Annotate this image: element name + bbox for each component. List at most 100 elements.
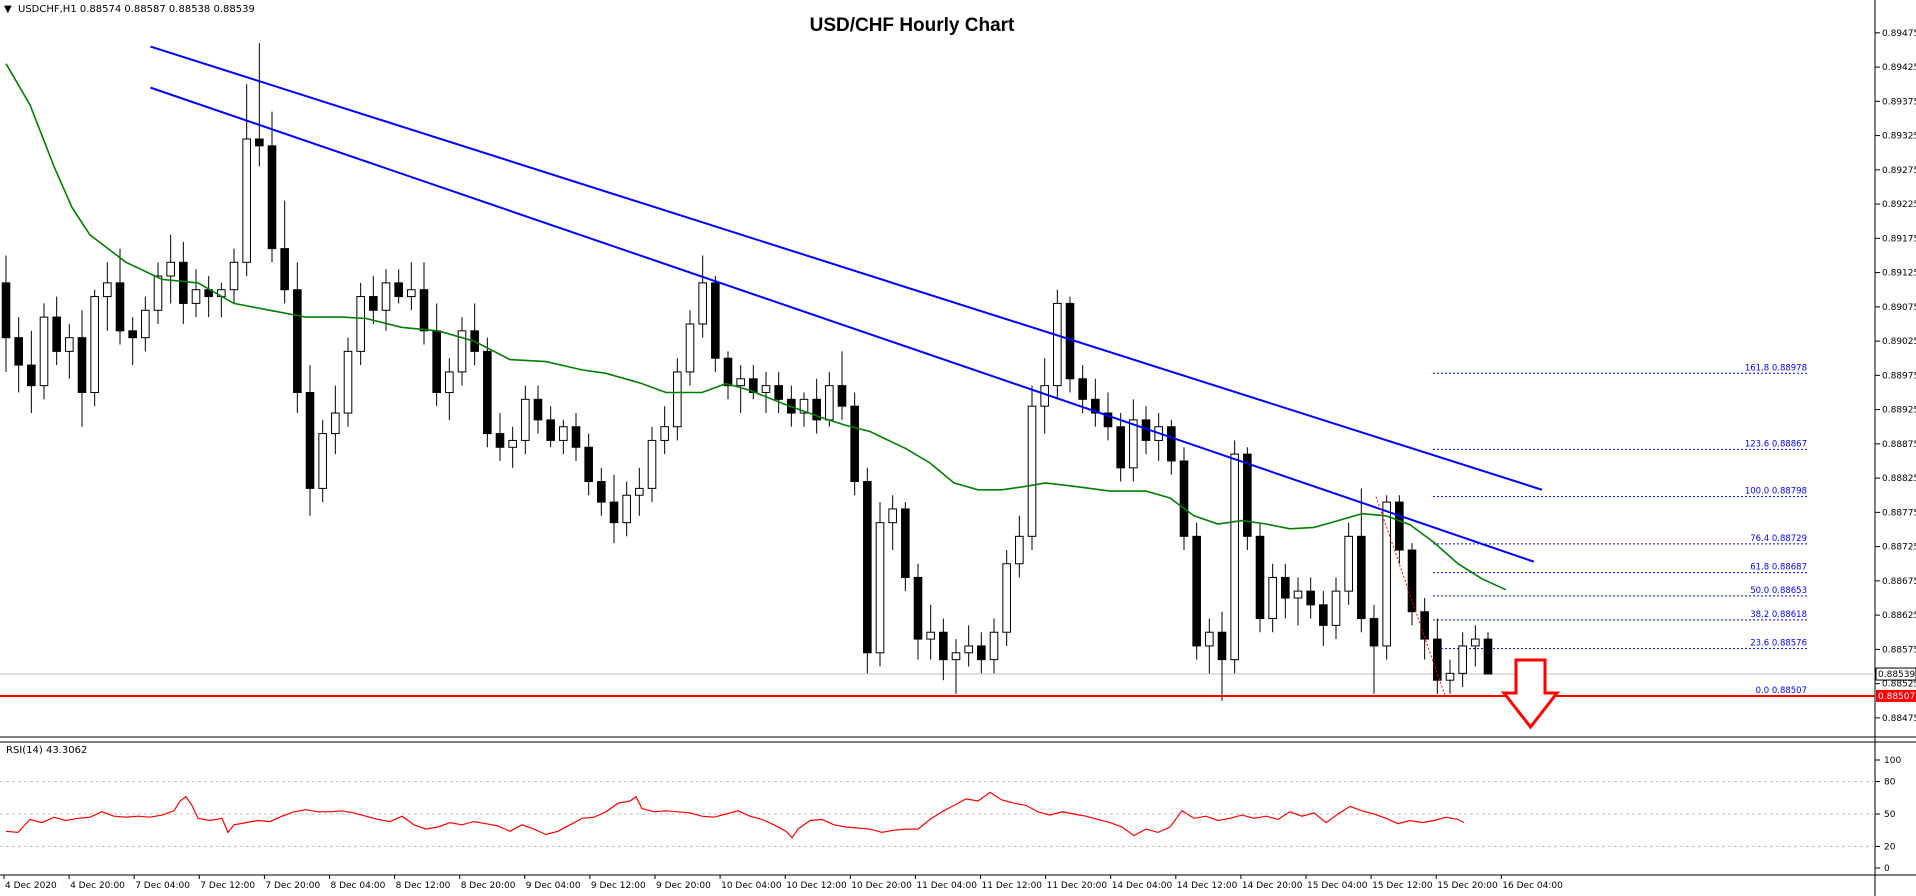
chart-title: USD/CHF Hourly Chart bbox=[810, 15, 1015, 36]
fib-level-label: 161.8 0.88978 bbox=[1745, 363, 1807, 373]
rsi-axis-label: 0 bbox=[1884, 864, 1890, 874]
price-axis-label: 0.89325 bbox=[1882, 132, 1916, 142]
time-axis-label: 15 Dec 20:00 bbox=[1437, 881, 1498, 891]
candle bbox=[597, 467, 606, 516]
candle bbox=[799, 392, 809, 427]
candle bbox=[1217, 611, 1227, 701]
time-axis-label: 9 Dec 12:00 bbox=[591, 881, 646, 891]
candle bbox=[495, 413, 505, 461]
rsi-line bbox=[5, 791, 1465, 839]
candle bbox=[483, 337, 492, 448]
candle bbox=[660, 406, 669, 455]
time-axis-label: 10 Dec 04:00 bbox=[721, 881, 782, 891]
candle bbox=[1, 255, 11, 372]
candle bbox=[1471, 625, 1480, 667]
upper-trendline bbox=[150, 45, 1543, 491]
candle bbox=[1407, 543, 1417, 626]
rsi-axis-label: 20 bbox=[1884, 842, 1896, 852]
time-axis-label: 11 Dec 20:00 bbox=[1047, 881, 1108, 891]
price-axis-label: 0.88575 bbox=[1882, 645, 1916, 655]
candle bbox=[432, 303, 441, 407]
candle bbox=[635, 467, 644, 516]
candle bbox=[850, 392, 859, 496]
candle bbox=[863, 467, 872, 674]
svg-text:0.88539: 0.88539 bbox=[1878, 670, 1915, 680]
candle bbox=[52, 296, 61, 366]
candle bbox=[1230, 440, 1239, 674]
candle bbox=[267, 111, 277, 263]
candle bbox=[1306, 577, 1315, 619]
candle bbox=[939, 618, 948, 681]
fib-level-label: 61.8 0.88687 bbox=[1750, 563, 1807, 573]
candle bbox=[280, 200, 289, 304]
candle bbox=[255, 43, 264, 167]
support-price-tag: 0.88507 bbox=[1876, 689, 1916, 702]
sma-line bbox=[5, 63, 1507, 591]
candle bbox=[1078, 365, 1087, 414]
candle bbox=[1395, 495, 1404, 564]
candle bbox=[394, 269, 403, 304]
candle bbox=[1344, 522, 1353, 605]
price-axis: 0.89475 0.89425 0.89375 0.89325 0.89275 0.892… bbox=[1875, 29, 1916, 724]
candle bbox=[191, 269, 201, 318]
candle bbox=[179, 241, 188, 324]
time-axis-label: 8 Dec 04:00 bbox=[331, 881, 386, 891]
candle bbox=[1116, 413, 1125, 482]
candle bbox=[1268, 563, 1277, 633]
price-axis-label: 0.88925 bbox=[1882, 406, 1916, 416]
candle bbox=[1002, 550, 1011, 646]
candle bbox=[1281, 563, 1290, 619]
candle bbox=[774, 371, 783, 414]
fib-level-label: 50.0 0.88653 bbox=[1750, 586, 1807, 596]
rsi-label: RSI(14) 43.3062 bbox=[6, 745, 87, 756]
candle bbox=[128, 317, 137, 366]
candle bbox=[521, 385, 530, 455]
price-axis-label: 0.88775 bbox=[1882, 508, 1916, 518]
time-axis-label: 9 Dec 04:00 bbox=[526, 881, 581, 891]
price-axis-label: 0.88475 bbox=[1882, 714, 1916, 724]
candle bbox=[103, 262, 112, 331]
candle bbox=[445, 358, 454, 420]
candle bbox=[1053, 289, 1062, 400]
candle bbox=[305, 365, 315, 516]
fib-level-label: 38.2 0.88618 bbox=[1750, 610, 1807, 620]
price-axis-label: 0.89025 bbox=[1882, 337, 1916, 347]
price-axis-label: 0.89125 bbox=[1882, 269, 1916, 279]
candle bbox=[622, 481, 631, 537]
fib-anchor-line bbox=[1375, 496, 1446, 697]
candle bbox=[508, 426, 517, 468]
time-axis-label: 7 Dec 12:00 bbox=[200, 881, 255, 891]
candle bbox=[90, 289, 99, 407]
candle bbox=[989, 618, 999, 674]
candle bbox=[407, 262, 416, 311]
candle bbox=[1179, 447, 1189, 551]
candle bbox=[1154, 413, 1163, 461]
chart-header: ▼ USDCHF,H1 0.88574 0.88587 0.88538 0.88… bbox=[4, 4, 1015, 36]
candle bbox=[749, 365, 758, 400]
candle bbox=[1167, 419, 1176, 475]
rsi-axis-label: 100 bbox=[1884, 756, 1901, 766]
candle bbox=[977, 632, 986, 674]
candle bbox=[761, 371, 771, 414]
candle bbox=[343, 337, 353, 427]
candle bbox=[888, 495, 897, 551]
candle bbox=[1065, 296, 1075, 393]
svg-text:▼: ▼ bbox=[4, 4, 12, 15]
price-axis-label: 0.88675 bbox=[1882, 577, 1916, 587]
rsi-axis-label: 50 bbox=[1884, 810, 1896, 820]
candle bbox=[39, 303, 49, 400]
price-axis-label: 0.89225 bbox=[1882, 200, 1916, 210]
candle bbox=[1192, 522, 1201, 660]
candle bbox=[685, 310, 695, 386]
candle bbox=[837, 351, 847, 420]
candle bbox=[1458, 632, 1467, 688]
candle bbox=[1319, 591, 1328, 646]
time-axis-label: 8 Dec 20:00 bbox=[461, 881, 516, 891]
candle bbox=[1433, 618, 1442, 694]
candle bbox=[533, 385, 543, 434]
candle bbox=[356, 282, 365, 366]
time-axis-label: 15 Dec 04:00 bbox=[1307, 881, 1368, 891]
time-axis-label: 4 Dec 20:00 bbox=[70, 881, 125, 891]
time-axis-label: 15 Dec 12:00 bbox=[1372, 881, 1433, 891]
